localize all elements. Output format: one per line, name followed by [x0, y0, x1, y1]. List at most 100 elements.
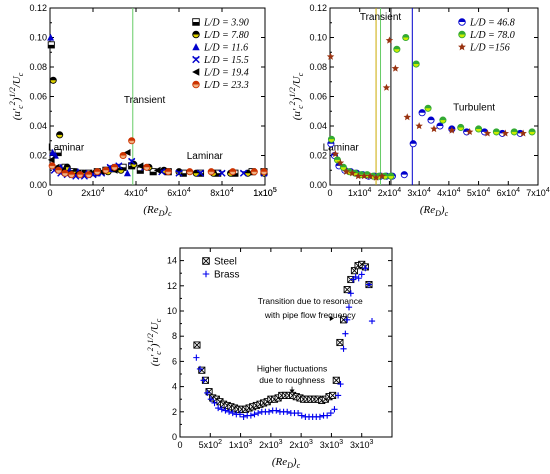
- data-point: [93, 168, 101, 176]
- x-tick-label: 2x103: [289, 439, 313, 450]
- legend-marker: [192, 55, 200, 64]
- data-point: [143, 163, 151, 171]
- data-point: [211, 399, 218, 407]
- y-tick-label: 10: [167, 306, 177, 316]
- data-point: [47, 156, 55, 164]
- data-point: [51, 151, 59, 159]
- data-point: [240, 413, 247, 420]
- legend-label: L/D = 15.5: [203, 55, 249, 66]
- data-point: [215, 404, 222, 412]
- y-tick-label: 2: [172, 407, 177, 417]
- data-point: [358, 260, 366, 268]
- data-point: [48, 162, 56, 170]
- data-point: [193, 341, 201, 349]
- data-point: [47, 33, 55, 41]
- y-tick-label: 0.12: [309, 3, 327, 13]
- data-point: [164, 168, 172, 176]
- series-l-d-7-80: [49, 76, 268, 177]
- data-point: [49, 76, 57, 84]
- data-point: [366, 172, 374, 180]
- legend-label: L/D = 19.4: [203, 68, 249, 79]
- data-point: [136, 162, 144, 170]
- data-point: [332, 376, 340, 384]
- legend-label: L/D = 3.90: [203, 18, 249, 29]
- legend-marker: [458, 30, 466, 39]
- legend-label: L/D = 23.3: [203, 80, 249, 91]
- data-point: [204, 389, 211, 396]
- data-point: [385, 36, 394, 44]
- y-tick-label: 0: [172, 432, 177, 442]
- data-point: [378, 172, 386, 180]
- x-tick-label: 5x102: [199, 439, 223, 450]
- x-tick-label: 4x104: [437, 187, 461, 198]
- data-point: [427, 116, 435, 124]
- data-point: [207, 396, 214, 403]
- x-tick-label: 8x104: [210, 187, 234, 198]
- data-point: [382, 83, 391, 91]
- data-point: [424, 104, 432, 112]
- data-point: [153, 166, 161, 174]
- data-point: [510, 128, 518, 136]
- y-axis-label: (u'c2)1/2/Uc: [288, 72, 305, 120]
- data-point: [492, 128, 500, 136]
- annotation-arrowhead: [329, 316, 334, 322]
- series-brass: [193, 265, 376, 420]
- y-tick-label: 0.04: [29, 121, 47, 131]
- data-point: [47, 41, 55, 49]
- x-tick-label: 3x103: [350, 439, 374, 450]
- data-point: [326, 52, 335, 60]
- x-tick-label: 0: [327, 188, 332, 198]
- data-point: [123, 149, 131, 157]
- series-steel: [193, 260, 373, 413]
- data-point: [56, 131, 64, 139]
- data-point: [200, 377, 207, 384]
- y-tick-label: 0.08: [29, 62, 47, 72]
- x-tick-label: 2x103: [259, 439, 283, 450]
- legend-label: L/D = 46.8: [469, 18, 515, 29]
- data-point: [465, 128, 474, 136]
- annotation: Transient: [124, 95, 166, 106]
- x-tick-label: 0: [177, 440, 182, 450]
- data-point: [528, 128, 536, 136]
- legend-marker: [192, 30, 200, 39]
- data-point: [102, 166, 110, 174]
- data-point: [439, 116, 447, 124]
- data-point: [340, 345, 347, 352]
- x-tick-label: 6x104: [167, 187, 191, 198]
- data-point: [229, 168, 237, 176]
- data-point: [409, 140, 417, 148]
- data-point: [55, 166, 63, 174]
- series-l-d-23-3: [48, 137, 268, 179]
- data-point: [345, 304, 353, 311]
- data-point: [236, 411, 244, 418]
- data-point: [347, 290, 354, 297]
- data-point: [358, 271, 365, 278]
- annotation: Turbulent: [453, 103, 495, 114]
- data-point: [436, 122, 444, 130]
- legend-label: Steel: [214, 257, 237, 268]
- data-point: [196, 365, 204, 373]
- y-tick-label: 6: [172, 356, 177, 366]
- data-point: [316, 413, 324, 420]
- data-point: [218, 169, 226, 177]
- data-point: [123, 169, 131, 177]
- x-tick-label: 7x104: [526, 187, 550, 198]
- data-point: [342, 167, 351, 175]
- legend-marker: [458, 18, 466, 26]
- data-point: [196, 169, 205, 177]
- data-point: [339, 163, 347, 171]
- x-tick-label: 2x104: [81, 187, 105, 198]
- y-tick-label: 8: [172, 331, 177, 341]
- data-point: [260, 168, 268, 176]
- x-tick-label: 5x104: [467, 187, 491, 198]
- data-point: [149, 168, 157, 176]
- series-l-d-78-0: [327, 33, 536, 180]
- data-point: [110, 163, 119, 171]
- y-tick-label: 0.06: [309, 92, 327, 102]
- data-point: [418, 109, 426, 117]
- data-point: [324, 412, 331, 419]
- y-tick-label: 0.12: [29, 3, 47, 13]
- legend-marker: [192, 80, 200, 89]
- legend-label: L/D = 11.6: [203, 43, 248, 54]
- data-point: [67, 171, 76, 179]
